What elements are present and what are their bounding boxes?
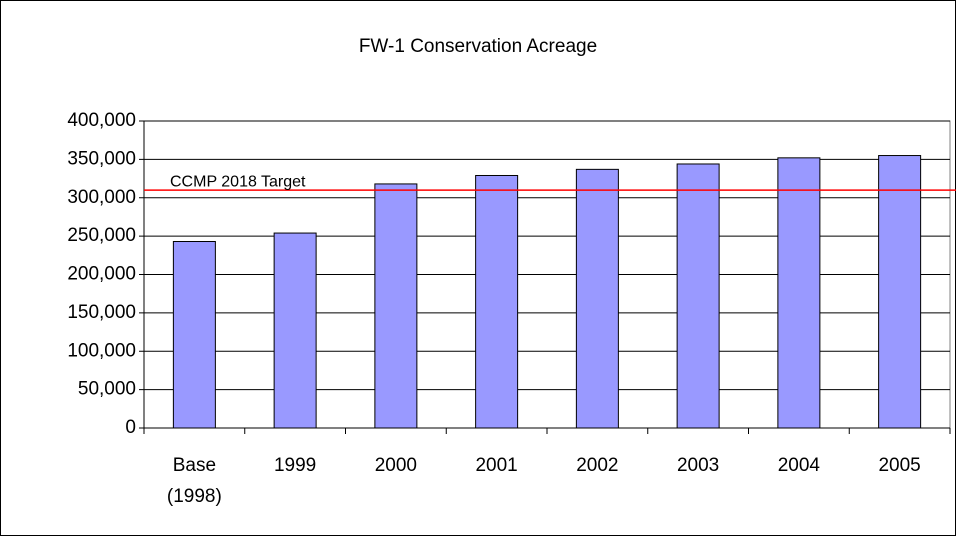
y-tick-label: 0 bbox=[125, 417, 136, 438]
x-tick-label: Base (1998) bbox=[167, 455, 222, 507]
bar bbox=[777, 157, 821, 429]
y-tick-label: 350,000 bbox=[67, 148, 136, 169]
bar bbox=[676, 163, 720, 429]
x-tick-label: 1999 bbox=[274, 455, 316, 476]
bar bbox=[575, 168, 619, 429]
y-tick-label: 50,000 bbox=[78, 379, 136, 400]
x-tick-label: 2000 bbox=[375, 455, 417, 476]
bar bbox=[273, 232, 317, 429]
y-tick-label: 100,000 bbox=[67, 340, 136, 361]
y-tick-label: 400,000 bbox=[67, 110, 136, 131]
y-tick-label: 200,000 bbox=[67, 264, 136, 285]
x-tick-label: 2004 bbox=[778, 455, 821, 476]
y-tick-label: 300,000 bbox=[67, 187, 136, 208]
y-tick-label: 150,000 bbox=[67, 302, 136, 323]
bar bbox=[172, 240, 216, 429]
bar bbox=[374, 183, 418, 429]
bar bbox=[878, 155, 922, 429]
x-tick-label: 2001 bbox=[475, 455, 517, 476]
x-tick-label: 2005 bbox=[878, 455, 920, 476]
target-label: CCMP 2018 Target bbox=[170, 173, 306, 190]
x-tick-label: 2002 bbox=[576, 455, 618, 476]
y-tick-label: 250,000 bbox=[67, 225, 136, 246]
chart-title: FW-1 Conservation Acreage bbox=[359, 36, 597, 57]
x-tick-label: 2003 bbox=[677, 455, 719, 476]
bar bbox=[475, 174, 519, 429]
